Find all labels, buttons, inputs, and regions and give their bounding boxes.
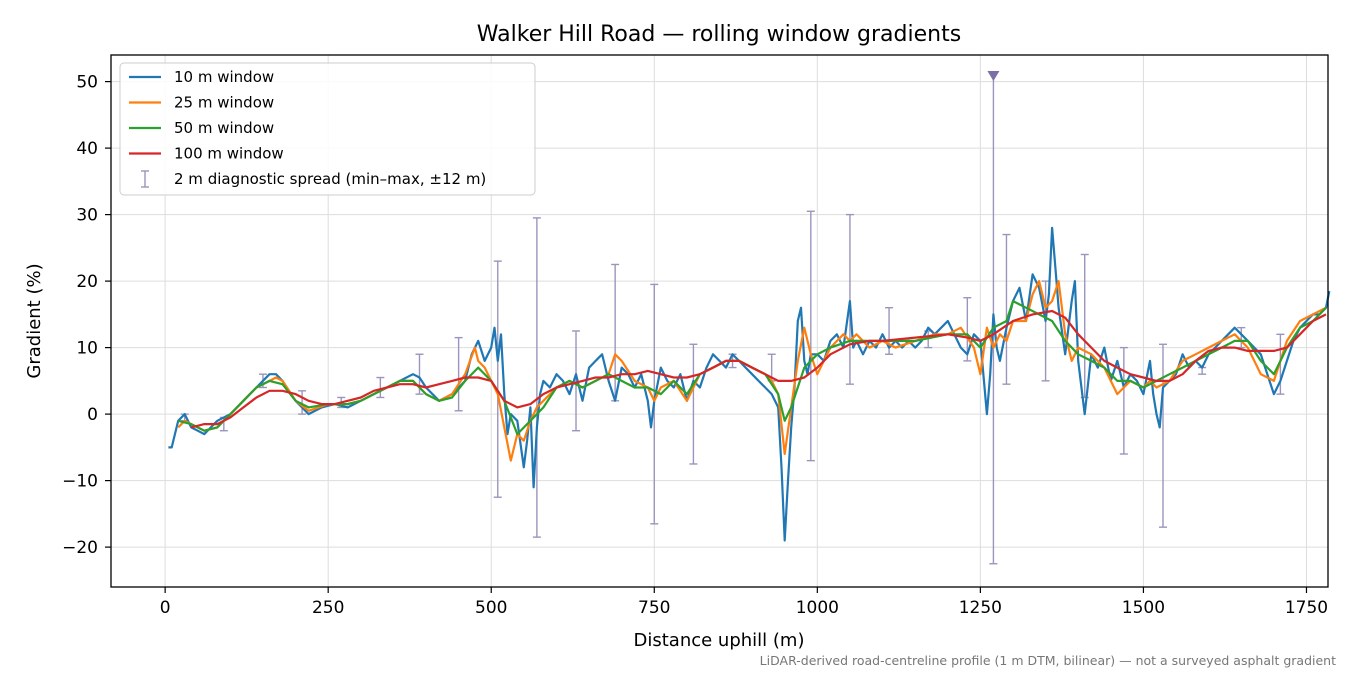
chart-title: Walker Hill Road — rolling window gradie…: [477, 22, 961, 47]
errorbar: [845, 213, 854, 385]
legend-label: 25 m window: [174, 94, 274, 112]
x-axis-label: Distance uphill (m): [634, 630, 805, 651]
y-tick-label: 50: [76, 73, 98, 93]
legend-label: 10 m window: [174, 68, 274, 86]
errorbar: [1119, 346, 1128, 455]
x-tick-label: 1750: [1285, 598, 1328, 618]
errorbar: [806, 210, 815, 462]
clipped-marker: [987, 70, 1000, 81]
plot-frame: [110, 54, 1329, 588]
errorbar: [1041, 280, 1050, 382]
footnote: LiDAR-derived road-centreline profile (1…: [760, 653, 1336, 668]
y-tick-label: −10: [62, 472, 98, 492]
errorbar: [454, 336, 463, 412]
errorbar: [532, 217, 541, 538]
x-tick-label: 1500: [1122, 598, 1165, 618]
legend: 10 m window 25 m window 50 m window 100 m w…: [119, 62, 536, 196]
errorbar: [493, 260, 502, 498]
errorbar: [298, 390, 307, 415]
y-tick-label: 0: [87, 405, 98, 425]
y-tick-label: 20: [76, 272, 98, 292]
y-tick-label: −20: [62, 538, 98, 558]
series-line-4: [190, 309, 1327, 429]
y-axis-label: Gradient (%): [24, 263, 45, 378]
legend-label: 50 m window: [174, 119, 274, 137]
axes: 0 250 500 750 1000 1250 1500 1750 −20 −10 0 10 20 30 4…: [62, 73, 1328, 618]
x-tick-label: 250: [312, 598, 344, 618]
y-tick-label: 10: [76, 339, 98, 359]
x-tick-label: 500: [475, 598, 507, 618]
errorbar: [1158, 343, 1167, 528]
errorbar: [1002, 233, 1011, 385]
x-tick-label: 750: [638, 598, 670, 618]
x-tick-label: 1250: [959, 598, 1002, 618]
series-layer: [168, 226, 1331, 542]
x-tick-label: 0: [160, 598, 171, 618]
errorbar: [376, 376, 385, 399]
x-tick-label: 1000: [796, 598, 839, 618]
y-tick-label: 30: [76, 206, 98, 226]
errorbar: [689, 343, 698, 465]
errorbar: [963, 297, 972, 362]
y-tick-label: 40: [76, 139, 98, 159]
legend-label: 100 m window: [174, 145, 284, 163]
legend-box: [119, 62, 536, 196]
errorbar: [572, 330, 581, 432]
legend-label: 2 m diagnostic spread (min–max, ±12 m): [174, 170, 486, 188]
